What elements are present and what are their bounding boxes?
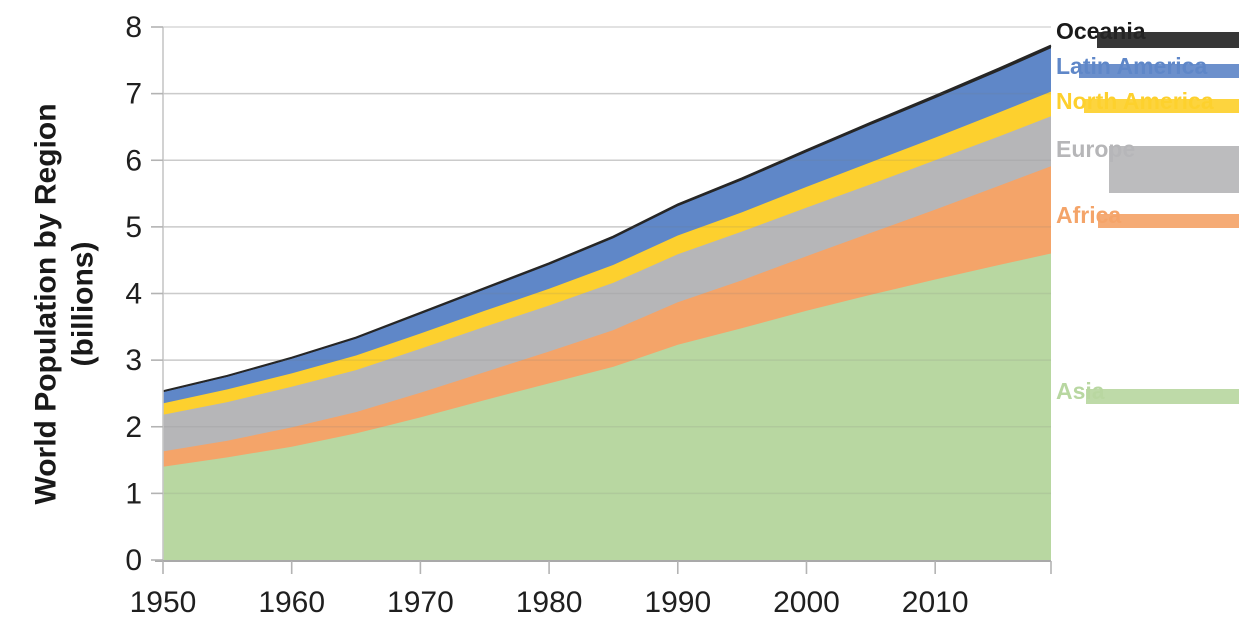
x-tick-label-2010: 2010 [902,586,969,619]
y-tick-label-5: 5 [125,211,142,244]
x-tick-label-1960: 1960 [258,586,325,619]
x-tick-label-1990: 1990 [644,586,711,619]
x-tick-label-1950: 1950 [130,586,197,619]
x-tick-label-1980: 1980 [516,586,583,619]
y-tick-label-0: 0 [125,544,142,577]
area-asia [163,253,1051,560]
y-axis-title-line2: (billions) [66,241,100,367]
y-tick-label-7: 7 [125,78,142,111]
y-tick-label-6: 6 [125,144,142,177]
y-axis-title: World Population by Region (billions) [1,38,129,571]
y-tick-label-8: 8 [125,11,142,44]
y-tick-label-4: 4 [125,278,142,311]
y-axis-title-line1: World Population by Region [29,103,62,505]
x-tick-label-1970: 1970 [387,586,454,619]
y-tick-label-1: 1 [125,477,142,510]
y-tick-label-3: 3 [125,344,142,377]
x-tick-label-2000: 2000 [773,586,840,619]
y-tick-label-2: 2 [125,411,142,444]
total-line [162,44,1052,393]
